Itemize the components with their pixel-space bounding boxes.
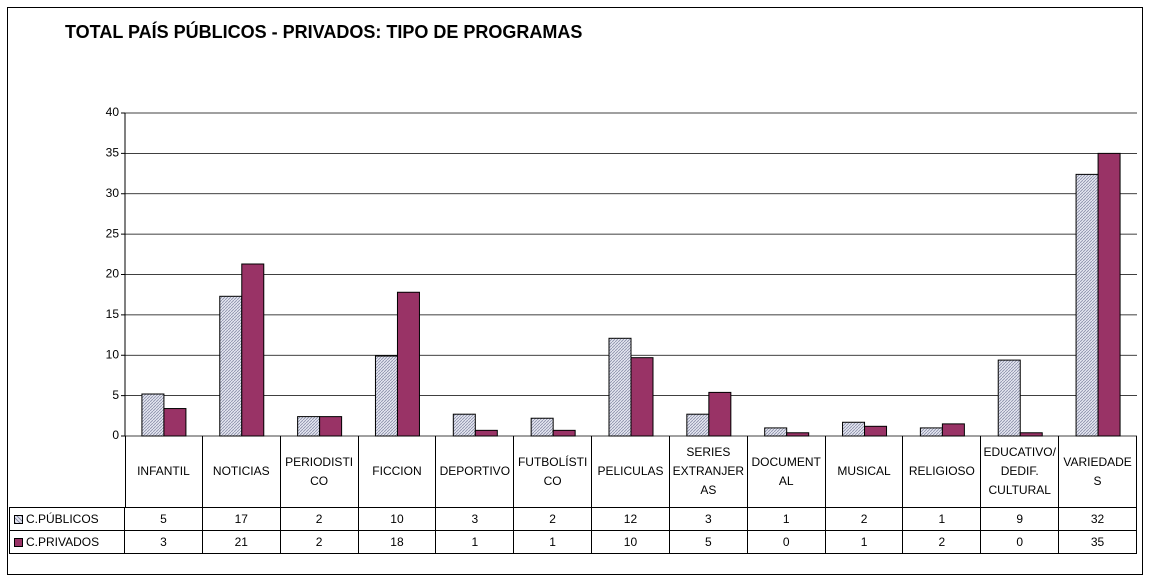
- x-tick-label: VARIEDADES: [1059, 436, 1137, 508]
- legend-label: C.PÚBLICOS: [26, 511, 99, 526]
- bar: [163, 408, 187, 437]
- table-value: 5: [125, 508, 203, 531]
- bar: [552, 429, 576, 437]
- y-tick-label: 5: [112, 388, 119, 402]
- x-tick-label: DEPORTIVO: [436, 436, 515, 508]
- bar: [319, 416, 343, 437]
- y-tick-label: 35: [106, 146, 120, 160]
- table-value: 0: [981, 531, 1060, 554]
- table-value: 1: [436, 531, 515, 554]
- legend-entry: C.PÚBLICOS: [9, 508, 125, 531]
- legend-label: C.PRIVADOS: [26, 534, 100, 549]
- x-tick-label: NOTICIAS: [202, 436, 281, 508]
- table-value: 1: [747, 508, 826, 531]
- bar: [708, 391, 732, 437]
- table-value: 9: [981, 508, 1060, 531]
- x-tick-label: PELICULAS: [592, 436, 670, 508]
- bar: [141, 393, 165, 437]
- bar: [1075, 173, 1099, 437]
- bar: [686, 413, 710, 437]
- x-tick-label: FUTBOLÍSTICO: [514, 436, 593, 508]
- legend-entry: C.PRIVADOS: [9, 531, 125, 554]
- table-value: 10: [358, 508, 437, 531]
- bar: [919, 427, 943, 437]
- table-value: 32: [1059, 508, 1137, 531]
- table-top: [9, 507, 125, 508]
- table-value: 17: [202, 508, 281, 531]
- bar: [941, 423, 965, 437]
- table-edge: [125, 436, 126, 508]
- x-tick-label: MUSICAL: [825, 436, 904, 508]
- table-value: 2: [280, 508, 359, 531]
- table-value: 2: [514, 508, 593, 531]
- bar: [864, 425, 888, 437]
- x-tick-label: EDUCATIVO/ DEDIF. CULTURAL: [981, 436, 1060, 508]
- table-value: 3: [125, 531, 203, 554]
- x-tick-label: FICCION: [358, 436, 437, 508]
- bar: [630, 357, 654, 437]
- bar: [396, 291, 420, 437]
- table-value: 3: [669, 508, 748, 531]
- y-tick-label: 15: [106, 307, 120, 321]
- table-value: 2: [280, 531, 359, 554]
- bar: [452, 413, 476, 437]
- y-tick-label: 30: [106, 186, 120, 200]
- chart-frame: [7, 7, 1143, 575]
- table-value: 2: [825, 508, 904, 531]
- chart-title: TOTAL PAÍS PÚBLICOS - PRIVADOS: TIPO DE …: [65, 21, 582, 42]
- legend-swatch: [14, 514, 23, 524]
- table-value: 1: [825, 531, 904, 554]
- legend-swatch: [14, 537, 23, 547]
- table-value: 1: [903, 508, 982, 531]
- bar: [764, 427, 788, 437]
- table-value: 21: [202, 531, 281, 554]
- y-tick-label: 0: [112, 428, 119, 442]
- table-value: 35: [1059, 531, 1137, 554]
- x-tick-label: RELIGIOSO: [903, 436, 982, 508]
- x-tick-label: SERIES EXTRANJERAS: [669, 436, 748, 508]
- bar: [530, 417, 554, 437]
- bar: [219, 295, 243, 437]
- table-value: 10: [592, 531, 670, 554]
- table-value: 3: [436, 508, 515, 531]
- table-value: 5: [669, 531, 748, 554]
- bar: [1019, 432, 1043, 437]
- bar: [608, 337, 632, 437]
- y-tick-label: 40: [106, 105, 120, 119]
- table-value: 1: [514, 531, 593, 554]
- x-tick-label: INFANTIL: [125, 436, 203, 508]
- bar: [374, 355, 398, 437]
- bar: [474, 429, 498, 437]
- y-tick-label: 25: [106, 226, 120, 240]
- table-value: 12: [592, 508, 670, 531]
- bar: [997, 359, 1021, 437]
- bar: [297, 416, 321, 437]
- table-value: 0: [747, 531, 826, 554]
- y-tick-label: 20: [106, 267, 120, 281]
- y-tick-label: 10: [106, 347, 120, 361]
- table-value: 18: [358, 531, 437, 554]
- bar: [241, 263, 265, 437]
- bar: [842, 421, 866, 437]
- table-value: 2: [903, 531, 982, 554]
- x-tick-label: PERIODISTICO: [280, 436, 359, 508]
- bar: [786, 432, 810, 437]
- bar: [1097, 152, 1121, 437]
- x-tick-label: DOCUMENTAL: [747, 436, 826, 508]
